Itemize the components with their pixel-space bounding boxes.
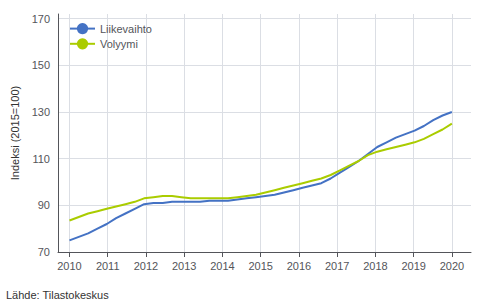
svg-text:2020: 2020 xyxy=(440,260,464,272)
svg-text:150: 150 xyxy=(32,59,50,71)
svg-text:Volyymi: Volyymi xyxy=(100,38,138,50)
svg-text:2012: 2012 xyxy=(134,260,158,272)
svg-text:2016: 2016 xyxy=(287,260,311,272)
svg-text:110: 110 xyxy=(32,153,50,165)
svg-text:2013: 2013 xyxy=(172,260,196,272)
svg-text:130: 130 xyxy=(32,106,50,118)
svg-text:2019: 2019 xyxy=(401,260,425,272)
svg-text:2015: 2015 xyxy=(248,260,272,272)
svg-text:170: 170 xyxy=(32,13,50,25)
svg-text:2018: 2018 xyxy=(363,260,387,272)
svg-text:2010: 2010 xyxy=(57,260,81,272)
svg-text:Liikevaihto: Liikevaihto xyxy=(100,23,152,35)
svg-text:90: 90 xyxy=(38,199,50,211)
svg-text:2011: 2011 xyxy=(96,260,120,272)
svg-text:2014: 2014 xyxy=(210,260,234,272)
svg-text:70: 70 xyxy=(38,246,50,258)
svg-text:Lähde: Tilastokeskus: Lähde: Tilastokeskus xyxy=(6,289,109,301)
svg-text:Indeksi (2015=100): Indeksi (2015=100) xyxy=(9,86,21,180)
svg-text:2017: 2017 xyxy=(325,260,349,272)
